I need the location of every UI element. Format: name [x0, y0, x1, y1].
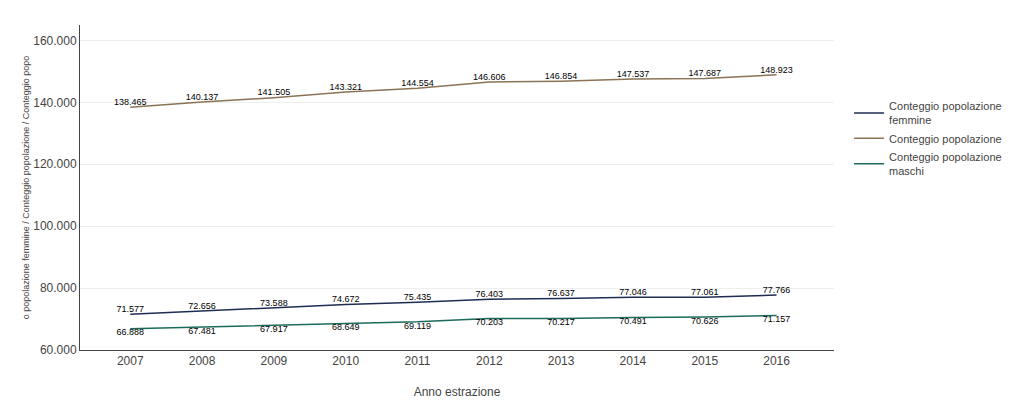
svg-text:148.923: 148.923 [760, 65, 793, 75]
svg-text:70.491: 70.491 [619, 316, 647, 326]
svg-text:77.061: 77.061 [691, 287, 719, 297]
svg-text:70.626: 70.626 [691, 316, 719, 326]
svg-text:2012: 2012 [476, 354, 503, 368]
svg-text:75.435: 75.435 [404, 292, 432, 302]
svg-text:160.000: 160.000 [33, 34, 77, 48]
svg-text:71.577: 71.577 [117, 304, 145, 314]
svg-text:2010: 2010 [332, 354, 359, 368]
svg-text:69.119: 69.119 [404, 321, 431, 331]
svg-text:143.321: 143.321 [329, 82, 362, 92]
svg-text:Anno estrazione: Anno estrazione [414, 385, 501, 399]
svg-text:Conteggio popolazionefemmine: Conteggio popolazionefemmine [889, 100, 1002, 126]
svg-text:70.203: 70.203 [476, 317, 504, 327]
svg-text:120.000: 120.000 [33, 157, 77, 171]
svg-text:2016: 2016 [763, 354, 790, 368]
svg-text:70.217: 70.217 [547, 317, 575, 327]
svg-text:146.606: 146.606 [473, 72, 506, 82]
svg-text:67.917: 67.917 [260, 324, 288, 334]
svg-text:76.403: 76.403 [476, 289, 504, 299]
svg-text:Conteggio popolazione: Conteggio popolazione [889, 133, 1002, 145]
svg-text:77.766: 77.766 [763, 285, 791, 295]
svg-text:140.000: 140.000 [33, 96, 77, 110]
svg-text:2009: 2009 [261, 354, 288, 368]
svg-text:2014: 2014 [620, 354, 647, 368]
svg-text:Conteggio popolazionemaschi: Conteggio popolazionemaschi [889, 151, 1002, 177]
svg-text:2011: 2011 [405, 354, 431, 368]
svg-text:147.687: 147.687 [688, 68, 721, 78]
svg-text:o popolazione femmine / Conteg: o popolazione femmine / Conteggio popola… [21, 56, 31, 320]
svg-text:141.505: 141.505 [258, 87, 291, 97]
svg-text:60.000: 60.000 [40, 343, 77, 357]
svg-text:80.000: 80.000 [40, 281, 77, 295]
svg-text:2013: 2013 [548, 354, 575, 368]
svg-text:67.481: 67.481 [188, 326, 216, 336]
svg-text:2007: 2007 [117, 354, 144, 368]
svg-text:77.046: 77.046 [619, 287, 647, 297]
svg-text:140.137: 140.137 [186, 92, 219, 102]
svg-text:2008: 2008 [189, 354, 216, 368]
svg-text:71.157: 71.157 [763, 314, 791, 324]
svg-text:147.537: 147.537 [617, 69, 650, 79]
svg-text:73.588: 73.588 [260, 298, 288, 308]
svg-text:100.000: 100.000 [33, 219, 77, 233]
svg-text:146.854: 146.854 [545, 71, 578, 81]
svg-text:66.888: 66.888 [117, 327, 145, 337]
svg-text:138.465: 138.465 [114, 97, 147, 107]
svg-text:68.649: 68.649 [332, 322, 360, 332]
svg-text:2015: 2015 [691, 354, 718, 368]
svg-text:74.672: 74.672 [332, 294, 360, 304]
svg-text:144.554: 144.554 [401, 78, 434, 88]
svg-text:72.656: 72.656 [188, 301, 216, 311]
svg-text:76.637: 76.637 [547, 288, 575, 298]
